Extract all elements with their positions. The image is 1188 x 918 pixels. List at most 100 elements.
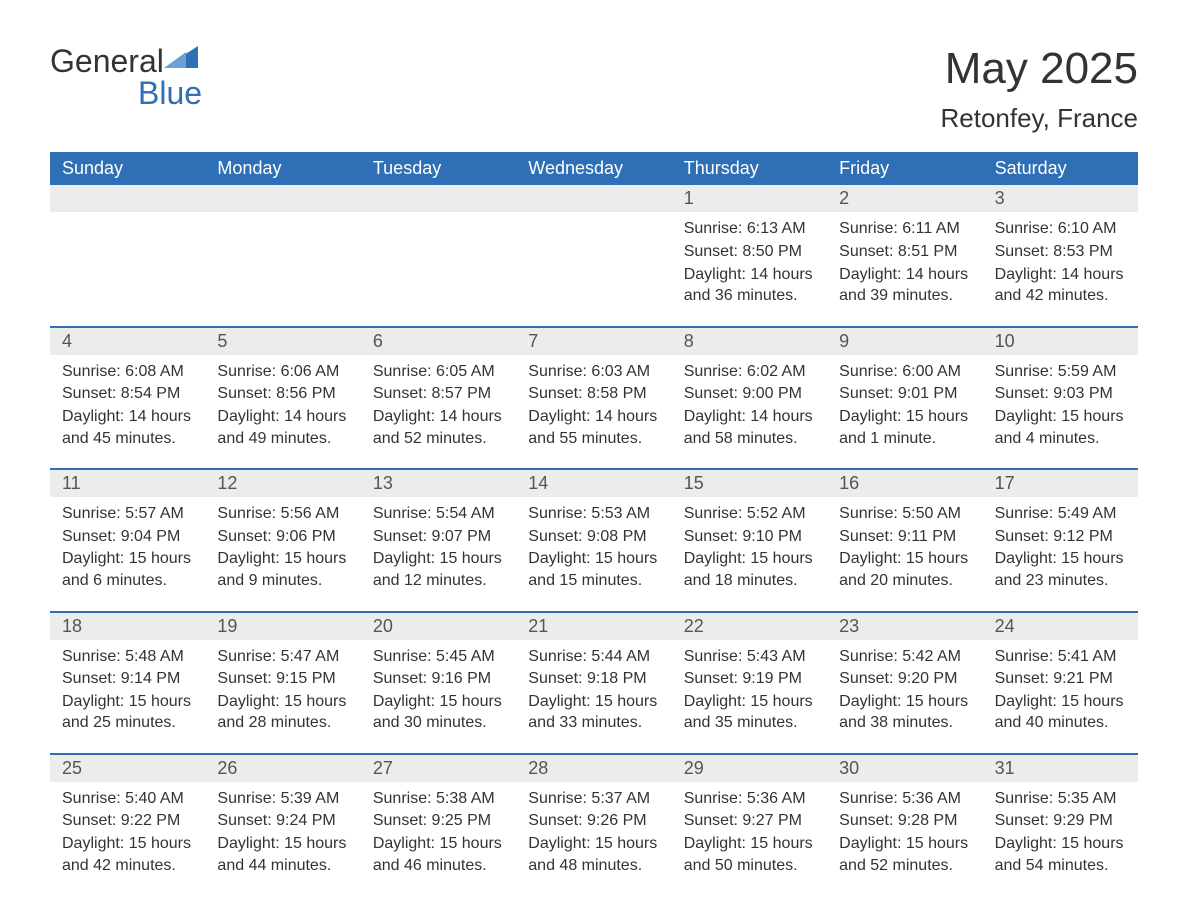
daylight-line: Daylight: 15 hours and 18 minutes. (684, 548, 815, 591)
day-number: 2 (827, 185, 982, 212)
sunset-line: Sunset: 9:16 PM (373, 668, 504, 690)
sunrise-line: Sunrise: 5:40 AM (62, 788, 193, 810)
day-details: Sunrise: 5:49 AMSunset: 9:12 PMDaylight:… (991, 503, 1130, 591)
day-number: 15 (672, 470, 827, 497)
day-number (516, 185, 671, 212)
sunset-line: Sunset: 9:26 PM (528, 810, 659, 832)
dow-saturday: Saturday (983, 152, 1138, 185)
location-subtitle: Retonfey, France (940, 103, 1138, 134)
calendar-day: 8Sunrise: 6:02 AMSunset: 9:00 PMDaylight… (672, 328, 827, 468)
daylight-line: Daylight: 15 hours and 23 minutes. (995, 548, 1126, 591)
sunrise-line: Sunrise: 5:39 AM (217, 788, 348, 810)
sunset-line: Sunset: 9:07 PM (373, 526, 504, 548)
sunset-line: Sunset: 8:50 PM (684, 241, 815, 263)
calendar-day: 14Sunrise: 5:53 AMSunset: 9:08 PMDayligh… (516, 470, 671, 610)
daylight-line: Daylight: 15 hours and 40 minutes. (995, 691, 1126, 734)
day-number: 9 (827, 328, 982, 355)
calendar-week: 11Sunrise: 5:57 AMSunset: 9:04 PMDayligh… (50, 468, 1138, 610)
day-details: Sunrise: 5:57 AMSunset: 9:04 PMDaylight:… (58, 503, 197, 591)
calendar-week: 4Sunrise: 6:08 AMSunset: 8:54 PMDaylight… (50, 326, 1138, 468)
sunset-line: Sunset: 8:57 PM (373, 383, 504, 405)
sunrise-line: Sunrise: 6:10 AM (995, 218, 1126, 240)
sunrise-line: Sunrise: 5:49 AM (995, 503, 1126, 525)
sunrise-line: Sunrise: 5:53 AM (528, 503, 659, 525)
sunrise-line: Sunrise: 5:42 AM (839, 646, 970, 668)
daylight-line: Daylight: 15 hours and 48 minutes. (528, 833, 659, 876)
day-details: Sunrise: 5:47 AMSunset: 9:15 PMDaylight:… (213, 646, 352, 734)
day-details: Sunrise: 6:03 AMSunset: 8:58 PMDaylight:… (524, 361, 663, 449)
calendar-day: 27Sunrise: 5:38 AMSunset: 9:25 PMDayligh… (361, 755, 516, 895)
sunrise-line: Sunrise: 5:38 AM (373, 788, 504, 810)
dow-monday: Monday (205, 152, 360, 185)
day-number (205, 185, 360, 212)
daylight-line: Daylight: 15 hours and 42 minutes. (62, 833, 193, 876)
sunset-line: Sunset: 9:03 PM (995, 383, 1126, 405)
day-number: 29 (672, 755, 827, 782)
day-details: Sunrise: 5:38 AMSunset: 9:25 PMDaylight:… (369, 788, 508, 876)
sunset-line: Sunset: 9:19 PM (684, 668, 815, 690)
calendar-day: 28Sunrise: 5:37 AMSunset: 9:26 PMDayligh… (516, 755, 671, 895)
sunrise-line: Sunrise: 6:08 AM (62, 361, 193, 383)
sunset-line: Sunset: 9:25 PM (373, 810, 504, 832)
day-number: 17 (983, 470, 1138, 497)
day-details: Sunrise: 5:45 AMSunset: 9:16 PMDaylight:… (369, 646, 508, 734)
month-title: May 2025 (940, 45, 1138, 93)
dow-sunday: Sunday (50, 152, 205, 185)
calendar-day: 20Sunrise: 5:45 AMSunset: 9:16 PMDayligh… (361, 613, 516, 753)
day-details: Sunrise: 5:59 AMSunset: 9:03 PMDaylight:… (991, 361, 1130, 449)
daylight-line: Daylight: 15 hours and 25 minutes. (62, 691, 193, 734)
daylight-line: Daylight: 15 hours and 4 minutes. (995, 406, 1126, 449)
calendar-day: 18Sunrise: 5:48 AMSunset: 9:14 PMDayligh… (50, 613, 205, 753)
sunset-line: Sunset: 9:15 PM (217, 668, 348, 690)
dow-tuesday: Tuesday (361, 152, 516, 185)
sunrise-line: Sunrise: 6:11 AM (839, 218, 970, 240)
calendar-day: 12Sunrise: 5:56 AMSunset: 9:06 PMDayligh… (205, 470, 360, 610)
sunrise-line: Sunrise: 5:59 AM (995, 361, 1126, 383)
day-of-week-header: Sunday Monday Tuesday Wednesday Thursday… (50, 152, 1138, 185)
sunrise-line: Sunrise: 6:13 AM (684, 218, 815, 240)
daylight-line: Daylight: 15 hours and 44 minutes. (217, 833, 348, 876)
sunrise-line: Sunrise: 5:41 AM (995, 646, 1126, 668)
calendar-day: 10Sunrise: 5:59 AMSunset: 9:03 PMDayligh… (983, 328, 1138, 468)
sunrise-line: Sunrise: 5:56 AM (217, 503, 348, 525)
day-number: 6 (361, 328, 516, 355)
sunset-line: Sunset: 9:27 PM (684, 810, 815, 832)
sunrise-line: Sunrise: 5:48 AM (62, 646, 193, 668)
daylight-line: Daylight: 15 hours and 1 minute. (839, 406, 970, 449)
daylight-line: Daylight: 14 hours and 36 minutes. (684, 264, 815, 307)
day-number: 30 (827, 755, 982, 782)
day-details: Sunrise: 5:52 AMSunset: 9:10 PMDaylight:… (680, 503, 819, 591)
sunset-line: Sunset: 9:24 PM (217, 810, 348, 832)
daylight-line: Daylight: 14 hours and 42 minutes. (995, 264, 1126, 307)
brand-name-a: General (50, 43, 164, 79)
sunset-line: Sunset: 9:18 PM (528, 668, 659, 690)
sunrise-line: Sunrise: 5:54 AM (373, 503, 504, 525)
calendar-day: 31Sunrise: 5:35 AMSunset: 9:29 PMDayligh… (983, 755, 1138, 895)
calendar-day (361, 185, 516, 325)
day-number: 21 (516, 613, 671, 640)
daylight-line: Daylight: 14 hours and 55 minutes. (528, 406, 659, 449)
sunset-line: Sunset: 8:56 PM (217, 383, 348, 405)
calendar-day (50, 185, 205, 325)
calendar-day: 29Sunrise: 5:36 AMSunset: 9:27 PMDayligh… (672, 755, 827, 895)
day-number: 25 (50, 755, 205, 782)
daylight-line: Daylight: 14 hours and 58 minutes. (684, 406, 815, 449)
day-details: Sunrise: 5:50 AMSunset: 9:11 PMDaylight:… (835, 503, 974, 591)
day-number: 7 (516, 328, 671, 355)
calendar-day: 19 Sunrise: 5:47 AMSunset: 9:15 PMDayligh… (205, 613, 360, 753)
day-details: Sunrise: 5:43 AMSunset: 9:19 PMDaylight:… (680, 646, 819, 734)
calendar-day: 26Sunrise: 5:39 AMSunset: 9:24 PMDayligh… (205, 755, 360, 895)
calendar-day: 9Sunrise: 6:00 AMSunset: 9:01 PMDaylight… (827, 328, 982, 468)
sunset-line: Sunset: 9:04 PM (62, 526, 193, 548)
day-details: Sunrise: 5:37 AMSunset: 9:26 PMDaylight:… (524, 788, 663, 876)
day-number: 18 (50, 613, 205, 640)
sunset-line: Sunset: 9:11 PM (839, 526, 970, 548)
day-number: 16 (827, 470, 982, 497)
sunset-line: Sunset: 9:22 PM (62, 810, 193, 832)
day-number: 19 (205, 613, 360, 640)
day-details: Sunrise: 5:39 AMSunset: 9:24 PMDaylight:… (213, 788, 352, 876)
daylight-line: Daylight: 14 hours and 49 minutes. (217, 406, 348, 449)
day-details: Sunrise: 6:10 AMSunset: 8:53 PMDaylight:… (991, 218, 1130, 306)
sunrise-line: Sunrise: 6:06 AM (217, 361, 348, 383)
sunset-line: Sunset: 9:20 PM (839, 668, 970, 690)
